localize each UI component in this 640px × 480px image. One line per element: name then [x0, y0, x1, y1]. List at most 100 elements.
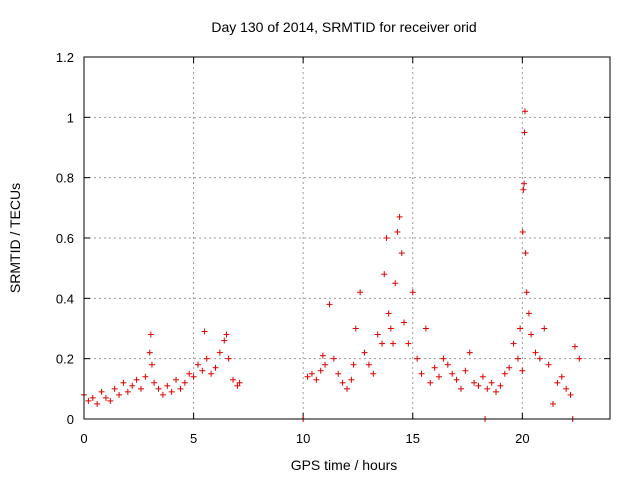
data-point [89, 394, 96, 401]
data-point [350, 361, 357, 368]
data-point [521, 129, 528, 136]
data-point [194, 361, 201, 368]
data-point [234, 382, 241, 389]
data-point [357, 289, 364, 296]
data-point [422, 325, 429, 332]
data-point [381, 271, 388, 278]
x-tick-label: 5 [190, 431, 197, 446]
data-point [400, 319, 407, 326]
data-point [521, 180, 528, 187]
data-point [339, 379, 346, 386]
data-point [383, 235, 390, 241]
data-point [523, 289, 530, 296]
y-tick-label: 1.2 [56, 50, 74, 65]
data-point [519, 228, 526, 235]
data-point [147, 331, 154, 338]
data-point [501, 370, 508, 377]
data-point [387, 325, 394, 332]
data-point [98, 388, 105, 395]
data-point [155, 385, 162, 392]
data-point [431, 364, 438, 371]
data-point [142, 373, 149, 380]
data-point [102, 394, 109, 401]
x-tick-label: 0 [80, 431, 87, 446]
chart-title: Day 130 of 2014, SRMTID for receiver ori… [211, 19, 476, 35]
data-point [457, 385, 464, 392]
data-point [541, 325, 548, 332]
data-point [427, 379, 434, 386]
x-tick-label: 15 [406, 431, 420, 446]
data-point [159, 391, 166, 398]
data-point [319, 352, 326, 359]
data-point [199, 367, 206, 374]
data-point [414, 355, 421, 362]
data-point [317, 367, 324, 374]
data-point [522, 250, 529, 257]
y-tick-label: 0.6 [56, 231, 74, 246]
data-point [532, 349, 539, 356]
data-point [525, 310, 532, 317]
data-point [221, 337, 228, 344]
data-point [506, 364, 513, 371]
data-point [148, 361, 155, 368]
data-point [520, 186, 527, 193]
data-point [352, 325, 359, 332]
data-point [107, 397, 114, 404]
data-point [493, 388, 500, 395]
y-tick-label: 0 [67, 412, 74, 427]
data-point [223, 331, 230, 338]
data-point [514, 355, 521, 362]
data-point [236, 379, 243, 386]
data-point [304, 373, 311, 380]
plot-frame [83, 56, 611, 420]
data-point [181, 379, 188, 386]
data-point [385, 310, 392, 317]
data-point [120, 379, 127, 386]
data-point [361, 349, 368, 356]
data-point [190, 373, 197, 380]
data-point [212, 364, 219, 371]
data-point [326, 301, 333, 308]
data-point [225, 355, 232, 362]
data-point [230, 376, 237, 383]
x-tick-label: 20 [515, 431, 529, 446]
data-point [186, 370, 193, 377]
axis-ticks: 0 0.2 0.4 0.6 0.8 1 1.2 0 5 10 15 20 [56, 50, 610, 446]
data-point [436, 373, 443, 380]
data-point [146, 349, 153, 356]
data-point [129, 382, 136, 389]
data-point [519, 367, 526, 374]
data-point [137, 385, 144, 392]
data-point [151, 379, 158, 386]
data-point [111, 385, 118, 392]
data-point [497, 382, 504, 389]
data-point [398, 250, 405, 257]
data-points [81, 108, 583, 422]
data-point [409, 289, 416, 296]
data-point [536, 355, 543, 362]
data-point [396, 213, 403, 220]
data-point [394, 228, 401, 235]
data-point [558, 373, 565, 380]
data-point [94, 400, 101, 407]
data-point [510, 340, 517, 347]
y-axis-title: SRMTID / TECUs [7, 183, 23, 293]
y-tick-label: 0.8 [56, 171, 74, 186]
data-point [208, 370, 215, 377]
data-point [576, 355, 583, 362]
data-point [344, 385, 350, 392]
x-axis-title: GPS time / hours [291, 457, 398, 473]
data-point [370, 370, 377, 377]
data-point [365, 361, 372, 368]
data-point [116, 391, 123, 398]
data-point [479, 373, 486, 380]
data-point [444, 361, 451, 368]
data-point [216, 349, 223, 356]
data-point [85, 397, 92, 404]
data-point [453, 376, 460, 383]
data-point [475, 382, 482, 389]
data-point [201, 328, 208, 335]
data-point [554, 379, 561, 386]
data-point [308, 370, 315, 377]
